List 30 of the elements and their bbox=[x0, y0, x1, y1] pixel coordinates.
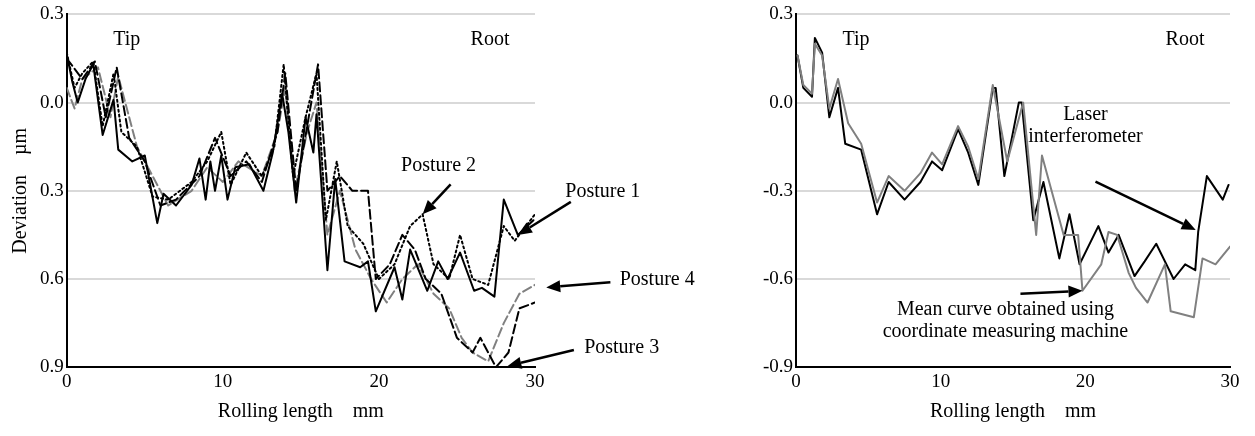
x-tick-label: 30 bbox=[525, 369, 545, 391]
annotation: Mean curve obtained using coordinate measuring machine bbox=[882, 297, 1129, 343]
annotation: Posture 2 bbox=[401, 152, 477, 175]
x-tick-label: 0 bbox=[62, 369, 72, 391]
y-tick-label: -0.6 bbox=[763, 266, 794, 288]
y-tick-label: 0.0 bbox=[769, 90, 794, 112]
x-tick-label: 10 bbox=[931, 369, 951, 391]
y-tick-label: 0.0 bbox=[40, 90, 64, 112]
x-tick-label: 10 bbox=[213, 369, 233, 391]
y-tick-label: 0.9 bbox=[40, 355, 64, 377]
y-tick-label: 0.6 bbox=[40, 266, 64, 288]
annotation: Tip bbox=[113, 26, 141, 50]
x-tick-label: 20 bbox=[1075, 369, 1095, 391]
annotation: Laser interferometer bbox=[1028, 102, 1144, 147]
x-axis-title: Rolling length mm bbox=[929, 399, 1097, 423]
annotation: Root bbox=[1165, 26, 1205, 49]
y-tick-label: 0.3 bbox=[40, 2, 64, 24]
text: Posture 3 bbox=[584, 335, 660, 358]
y-tick-label: -0.3 bbox=[763, 178, 794, 200]
y-tick-label: 0.3 bbox=[769, 2, 794, 24]
y-tick-label: 0.3 bbox=[40, 178, 64, 200]
x-tick-label: 30 bbox=[1220, 369, 1240, 391]
annotation: Posture 1 bbox=[565, 179, 641, 202]
x-tick-label: 0 bbox=[791, 369, 801, 391]
x-tick-label: 20 bbox=[369, 369, 389, 391]
x-axis-title: Rolling length mm bbox=[217, 399, 385, 423]
y-axis-title: Deviation µm bbox=[8, 127, 32, 254]
annotation: Tip bbox=[842, 26, 870, 50]
annotation: Root bbox=[470, 26, 510, 49]
text: Posture 4 bbox=[619, 267, 695, 290]
